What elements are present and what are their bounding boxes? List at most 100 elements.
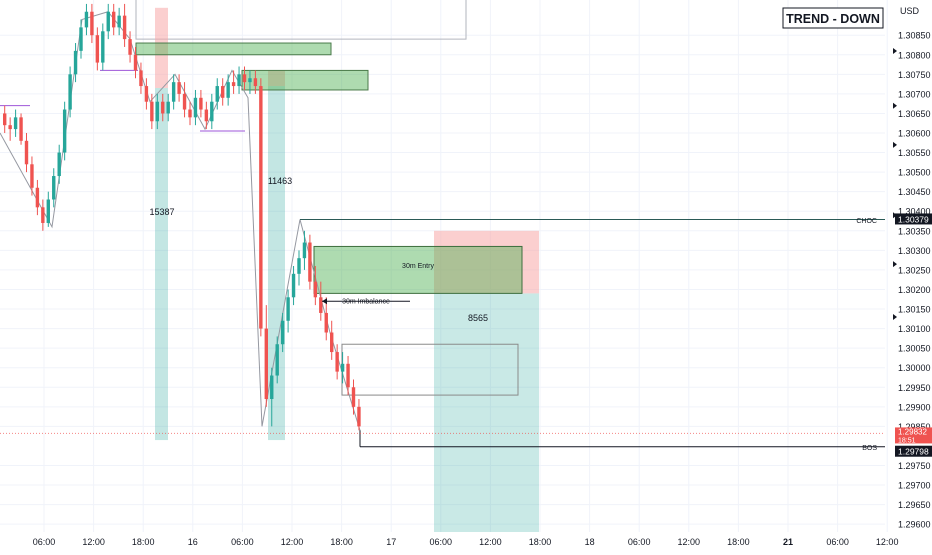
candles (3, 3, 361, 431)
candle-body (264, 328, 268, 399)
y-tick-label: 1.30850 (898, 31, 931, 41)
currency-label: USD (900, 6, 920, 16)
leg-measure-top-1 (155, 7, 168, 89)
candle-body (79, 27, 83, 51)
annotations: CHOC BOS 30m Entry 30m Imbalance 8565 15387 11… (149, 176, 877, 452)
candle-body (253, 78, 258, 87)
y-tick-labels: 1.30850 1.30800 1.30750 1.30700 1.30650 1.306… (898, 31, 931, 530)
candle-body (259, 86, 263, 329)
candle-body (8, 125, 12, 130)
x-tick-label: 06:00 (430, 537, 453, 547)
supply-zone-mid (241, 69, 369, 91)
alert-marker (893, 313, 897, 320)
candle-body (199, 97, 203, 110)
candle-body (95, 35, 100, 63)
price-axis[interactable]: USD 1.308501.308001.307501.307001.306501… (893, 6, 932, 530)
x-tick-label: 12:00 (281, 537, 304, 547)
candle-body (161, 101, 165, 114)
candle-body (357, 406, 361, 427)
candle-body (319, 297, 323, 313)
candle-body (30, 164, 34, 188)
candle-body (340, 363, 345, 372)
candle-body (182, 93, 187, 110)
candle-body (308, 242, 312, 282)
price-tag-text: 1.29798 (898, 447, 929, 457)
candle-body (171, 82, 176, 102)
x-tick-label: 18:00 (330, 537, 353, 547)
candle-body (144, 86, 149, 102)
alert-markers (893, 47, 897, 320)
candle-body (41, 207, 45, 223)
candle-body (248, 78, 252, 83)
y-tick-label: 1.30300 (898, 246, 931, 256)
candle-body (270, 375, 274, 399)
y-tick-label: 1.30550 (898, 148, 931, 158)
y-tick-label: 1.29600 (898, 520, 931, 530)
x-tick-label: 06:00 (33, 537, 56, 547)
alert-marker (893, 141, 897, 148)
candle-body (335, 352, 339, 372)
candle-body (35, 187, 40, 208)
y-tick-label: 1.29950 (898, 383, 931, 393)
candle-body (133, 54, 138, 71)
candle-body (204, 109, 209, 122)
alert-marker (893, 212, 897, 219)
candle-body (346, 363, 350, 388)
x-tick-label: 06:00 (231, 537, 254, 547)
x-tick-label: 12:00 (678, 537, 701, 547)
y-tick-label: 1.30800 (898, 50, 931, 60)
candle-body (101, 31, 105, 63)
x-tick-label: 18 (585, 537, 595, 547)
candle-body (112, 11, 116, 28)
candle-body (330, 332, 334, 353)
candle-body (242, 74, 247, 83)
imbalance-label: 30m Imbalance (342, 299, 390, 306)
candle-body (122, 15, 127, 40)
candle-body (324, 312, 328, 333)
x-tick-label: 18:00 (529, 537, 552, 547)
candle-body (351, 387, 356, 407)
y-tick-label: 1.30050 (898, 344, 931, 354)
candle-body (52, 176, 56, 200)
candle-body (150, 101, 154, 122)
y-tick-label: 1.30600 (898, 129, 931, 139)
x-tick-label: 06:00 (628, 537, 651, 547)
y-tick-label: 1.30450 (898, 187, 931, 197)
candle-body (19, 117, 23, 141)
price-tag-bos (895, 445, 932, 457)
y-tick-label: 1.30200 (898, 285, 931, 295)
candle-body (90, 11, 94, 36)
candle-body (313, 281, 318, 298)
x-tick-label: 12:00 (479, 537, 502, 547)
leg-measure-top-2 (268, 70, 285, 87)
candle-body (106, 11, 110, 32)
y-tick-label: 1.30400 (898, 207, 931, 217)
x-tick-label: 12:00 (876, 537, 899, 547)
candle-body (291, 273, 296, 298)
candle-body (84, 11, 89, 28)
y-tick-label: 1.29650 (898, 500, 931, 510)
bos-label: BOS (862, 445, 877, 452)
y-tick-label: 1.29700 (898, 481, 931, 491)
candle-body (215, 86, 219, 102)
y-tick-label: 1.30650 (898, 109, 931, 119)
time-axis[interactable]: 06:00 12:00 18:00 16 06:00 12:00 18:00 17 06:00 1… (33, 537, 899, 547)
x-tick-label: 17 (386, 537, 396, 547)
zones-layer (135, 0, 539, 532)
y-tick-label: 1.30700 (898, 89, 931, 99)
candle-body (280, 320, 285, 345)
leg2-label: 11463 (268, 176, 292, 186)
leg-measure-bar-2 (268, 86, 285, 441)
trend-label: TREND - DOWN (786, 12, 880, 26)
entry-zone-label: 30m Entry (402, 263, 434, 270)
trend-badge: TREND - DOWN (782, 7, 884, 29)
imbalance-arrow-head (322, 298, 327, 305)
y-tick-label: 1.30000 (898, 363, 931, 373)
candle-body (57, 152, 61, 177)
candle-body (155, 101, 159, 122)
y-tick-label: 1.30500 (898, 168, 931, 178)
candle-body (221, 86, 225, 98)
